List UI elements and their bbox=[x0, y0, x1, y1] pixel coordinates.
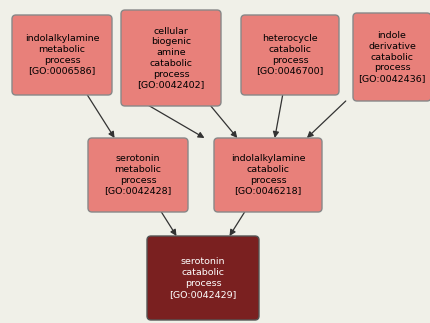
FancyBboxPatch shape bbox=[12, 15, 112, 95]
FancyBboxPatch shape bbox=[240, 15, 338, 95]
FancyBboxPatch shape bbox=[88, 138, 187, 212]
FancyBboxPatch shape bbox=[214, 138, 321, 212]
FancyBboxPatch shape bbox=[121, 10, 221, 106]
FancyBboxPatch shape bbox=[147, 236, 258, 320]
FancyBboxPatch shape bbox=[352, 13, 430, 101]
Text: indole
derivative
catabolic
process
[GO:0042436]: indole derivative catabolic process [GO:… bbox=[357, 31, 425, 83]
Text: heterocycle
catabolic
process
[GO:0046700]: heterocycle catabolic process [GO:004670… bbox=[256, 34, 323, 76]
Text: indolalkylamine
catabolic
process
[GO:0046218]: indolalkylamine catabolic process [GO:00… bbox=[230, 154, 304, 196]
Text: serotonin
catabolic
process
[GO:0042429]: serotonin catabolic process [GO:0042429] bbox=[169, 257, 236, 299]
Text: cellular
biogenic
amine
catabolic
process
[GO:0042402]: cellular biogenic amine catabolic proces… bbox=[137, 26, 204, 89]
Text: indolalkylamine
metabolic
process
[GO:0006586]: indolalkylamine metabolic process [GO:00… bbox=[25, 34, 99, 76]
Text: serotonin
metabolic
process
[GO:0042428]: serotonin metabolic process [GO:0042428] bbox=[104, 154, 171, 196]
